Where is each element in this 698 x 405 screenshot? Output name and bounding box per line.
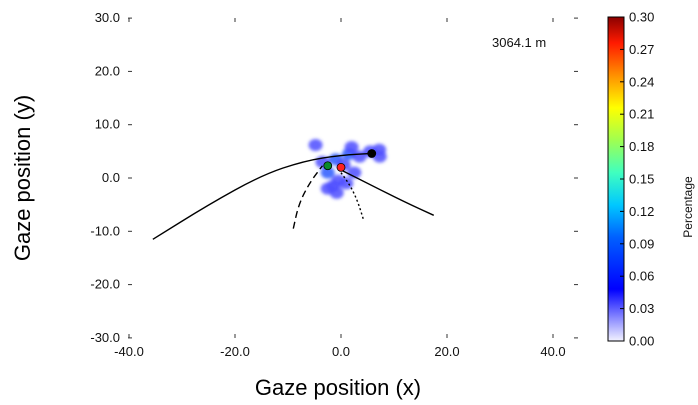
trajectory-solid [152, 152, 372, 240]
y-axis-title: Gaze position (y) [10, 95, 35, 261]
x-tick-label: -20.0 [220, 344, 250, 359]
y-tick-label: 20.0 [95, 63, 120, 78]
y-tick-label: -20.0 [90, 277, 120, 292]
y-tick-label: 0.0 [102, 170, 120, 185]
x-tick-label: -40.0 [114, 344, 144, 359]
colorbar-tick-label: 0.12 [629, 204, 654, 219]
colorbar-tick-label: 0.15 [629, 172, 654, 187]
colorbar-tick-label: 0.00 [629, 334, 654, 349]
y-tick-label: 30.0 [95, 10, 120, 25]
colorbar-tick-label: 0.30 [629, 10, 654, 25]
trajectory-paths [152, 152, 435, 240]
colorbar-tick-label: 0.06 [629, 269, 654, 284]
distance-annotation: 3064.1 m [492, 35, 546, 50]
y-tick-label: 10.0 [95, 117, 120, 132]
colorbar-tick-label: 0.18 [629, 139, 654, 154]
colorbar-tick-label: 0.03 [629, 301, 654, 316]
colorbar-title: Percentage [681, 176, 695, 238]
colorbar-tick-label: 0.24 [629, 74, 654, 89]
colorbar-ticks: 0.30 0.27 0.24 0.21 0.18 0.15 0.12 0.09 0.06 0.03… [620, 10, 654, 349]
colorbar-tick-label: 0.09 [629, 236, 654, 251]
colorbar-tick-label: 0.21 [629, 107, 654, 122]
colorbar-tick-label: 0.27 [629, 42, 654, 57]
position-marker [336, 162, 346, 172]
heatmap-blob [329, 186, 344, 199]
x-tick-label: 20.0 [434, 344, 459, 359]
heatmap-blob [339, 177, 354, 190]
heatmap-blob [372, 150, 387, 163]
heatmap-blob [320, 166, 335, 179]
y-axis-ticks: 30.0 20.0 10.0 0.0 -10.0 -20.0 -30.0 [90, 10, 578, 345]
position-marker [367, 149, 377, 158]
y-tick-label: -10.0 [90, 223, 120, 238]
heatmap-blob [308, 138, 323, 151]
x-axis-ticks: -40.0 -20.0 0.0 20.0 40.0 [114, 18, 566, 359]
x-axis-title: Gaze position (x) [255, 375, 421, 400]
y-tick-label: -30.0 [90, 330, 120, 345]
heatmap-blob [344, 141, 359, 154]
position-markers [323, 149, 377, 172]
position-marker [323, 161, 333, 171]
x-tick-label: 0.0 [332, 344, 350, 359]
trajectory-dashed [292, 165, 324, 229]
trajectory-solid [340, 169, 435, 216]
x-tick-label: 40.0 [540, 344, 565, 359]
